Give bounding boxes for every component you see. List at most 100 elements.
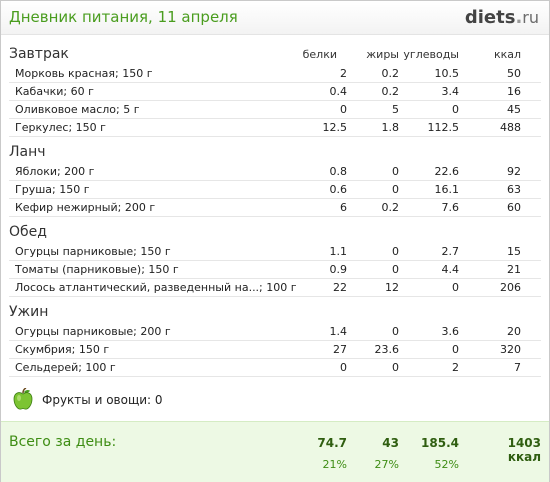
value-protein: 6 [340, 201, 347, 214]
food-row: Лосось атлантический, разведенный на...;… [9, 279, 541, 297]
value-carbs: 0 [452, 103, 459, 116]
food-name: Геркулес; 150 г [15, 121, 106, 134]
column-header-carbs: углеводы [403, 48, 459, 61]
food-row: Геркулес; 150 г 12.5 1.8 112.5 488 [9, 119, 541, 137]
percent-carbs: 52% [434, 458, 459, 471]
food-row: Морковь красная; 150 г 2 0.2 10.5 50 [9, 65, 541, 83]
value-carbs: 2.7 [441, 245, 460, 258]
food-row: Томаты (парниковые); 150 г 0.9 0 4.4 21 [9, 261, 541, 279]
value-protein: 0 [340, 103, 347, 116]
value-protein: 0.8 [329, 165, 348, 178]
food-row: Кефир нежирный; 200 г 6 0.2 7.6 60 [9, 199, 541, 217]
meal-header: Завтрак белки жиры углеводы ккал [9, 43, 541, 65]
value-fat: 23.6 [374, 343, 400, 356]
value-fat: 12 [385, 281, 399, 294]
food-name: Оливковое масло; 5 г [15, 103, 140, 116]
food-row: Оливковое масло; 5 г 0 5 0 45 [9, 101, 541, 119]
value-carbs: 4.4 [441, 263, 460, 276]
value-carbs: 0 [452, 281, 459, 294]
value-carbs: 112.5 [427, 121, 460, 134]
column-header-fat: жиры [366, 48, 399, 61]
food-name: Сельдерей; 100 г [15, 361, 116, 374]
food-name: Морковь красная; 150 г [15, 67, 153, 80]
value-protein: 2 [340, 67, 347, 80]
food-row: Скумбрия; 150 г 27 23.6 0 320 [9, 341, 541, 359]
food-row: Сельдерей; 100 г 0 0 2 7 [9, 359, 541, 377]
value-fat: 0.2 [381, 201, 400, 214]
food-row: Яблоки; 200 г 0.8 0 22.6 92 [9, 163, 541, 181]
food-name: Огурцы парниковые; 200 г [15, 325, 171, 338]
totals-label: Всего за день: [9, 434, 117, 450]
value-protein: 27 [333, 343, 347, 356]
value-fat: 0 [392, 165, 399, 178]
value-calories: 488 [500, 121, 521, 134]
column-header-calories: ккал [493, 48, 521, 61]
value-fat: 5 [392, 103, 399, 116]
food-name: Лосось атлантический, разведенный на...;… [15, 281, 297, 294]
value-carbs: 16.1 [434, 183, 460, 196]
percent-fat: 27% [374, 458, 399, 471]
fruit-label: Фрукты и овощи: 0 [42, 393, 163, 407]
logo-dot: . [515, 7, 523, 28]
value-calories: 45 [507, 103, 521, 116]
logo-main: diets [464, 7, 516, 28]
value-fat: 0 [392, 245, 399, 258]
total-fat: 43 [382, 436, 399, 450]
value-calories: 7 [514, 361, 521, 374]
value-calories: 206 [500, 281, 521, 294]
value-protein: 0 [340, 361, 347, 374]
value-carbs: 2 [452, 361, 459, 374]
meal-header: Ланч [9, 141, 541, 163]
meal-spacer [9, 377, 541, 381]
total-protein: 74.7 [317, 436, 347, 450]
percent-protein: 21% [322, 458, 347, 471]
value-fat: 0 [392, 361, 399, 374]
value-fat: 0.2 [381, 85, 400, 98]
food-row: Огурцы парниковые; 150 г 1.1 0 2.7 15 [9, 243, 541, 261]
food-name: Яблоки; 200 г [15, 165, 95, 178]
food-name: Груша; 150 г [15, 183, 90, 196]
value-carbs: 3.4 [441, 85, 460, 98]
value-protein: 0.6 [329, 183, 348, 196]
value-carbs: 3.6 [441, 325, 460, 338]
value-carbs: 22.6 [434, 165, 460, 178]
value-fat: 0 [392, 325, 399, 338]
page-title: Дневник питания, 11 апреля [9, 8, 238, 26]
value-carbs: 0 [452, 343, 459, 356]
food-row: Огурцы парниковые; 200 г 1.4 0 3.6 20 [9, 323, 541, 341]
meals-table: Завтрак белки жиры углеводы ккал Морковь крас… [9, 43, 541, 381]
value-calories: 92 [507, 165, 521, 178]
food-name: Кабачки; 60 г [15, 85, 94, 98]
total-carbs: 185.4 [421, 436, 459, 450]
value-protein: 12.5 [322, 121, 348, 134]
food-row: Кабачки; 60 г 0.4 0.2 3.4 16 [9, 83, 541, 101]
value-fat: 0 [392, 183, 399, 196]
value-carbs: 7.6 [441, 201, 460, 214]
value-calories: 50 [507, 67, 521, 80]
value-protein: 1.1 [329, 245, 348, 258]
daily-totals: Всего за день: 74.7 43 185.4 1403 ккал 2… [1, 421, 549, 482]
meal-name: Ужин [9, 304, 49, 320]
column-header-protein: белки [302, 48, 337, 61]
meal-name: Ланч [9, 144, 46, 160]
value-carbs: 10.5 [434, 67, 460, 80]
food-name: Скумбрия; 150 г [15, 343, 110, 356]
value-protein: 1.4 [329, 325, 348, 338]
food-name: Томаты (парниковые); 150 г [15, 263, 179, 276]
site-logo[interactable]: diets.ru [465, 7, 539, 28]
value-calories: 16 [507, 85, 521, 98]
meal-name: Завтрак [9, 46, 69, 62]
value-calories: 20 [507, 325, 521, 338]
value-protein: 0.9 [329, 263, 348, 276]
value-calories: 15 [507, 245, 521, 258]
total-calories: 1403 ккал [507, 436, 541, 464]
value-calories: 21 [507, 263, 521, 276]
value-calories: 60 [507, 201, 521, 214]
value-protein: 0.4 [329, 85, 348, 98]
value-calories: 63 [507, 183, 521, 196]
logo-tld: ru [522, 8, 539, 27]
food-name: Огурцы парниковые; 150 г [15, 245, 171, 258]
food-row: Груша; 150 г 0.6 0 16.1 63 [9, 181, 541, 199]
value-fat: 1.8 [381, 121, 400, 134]
